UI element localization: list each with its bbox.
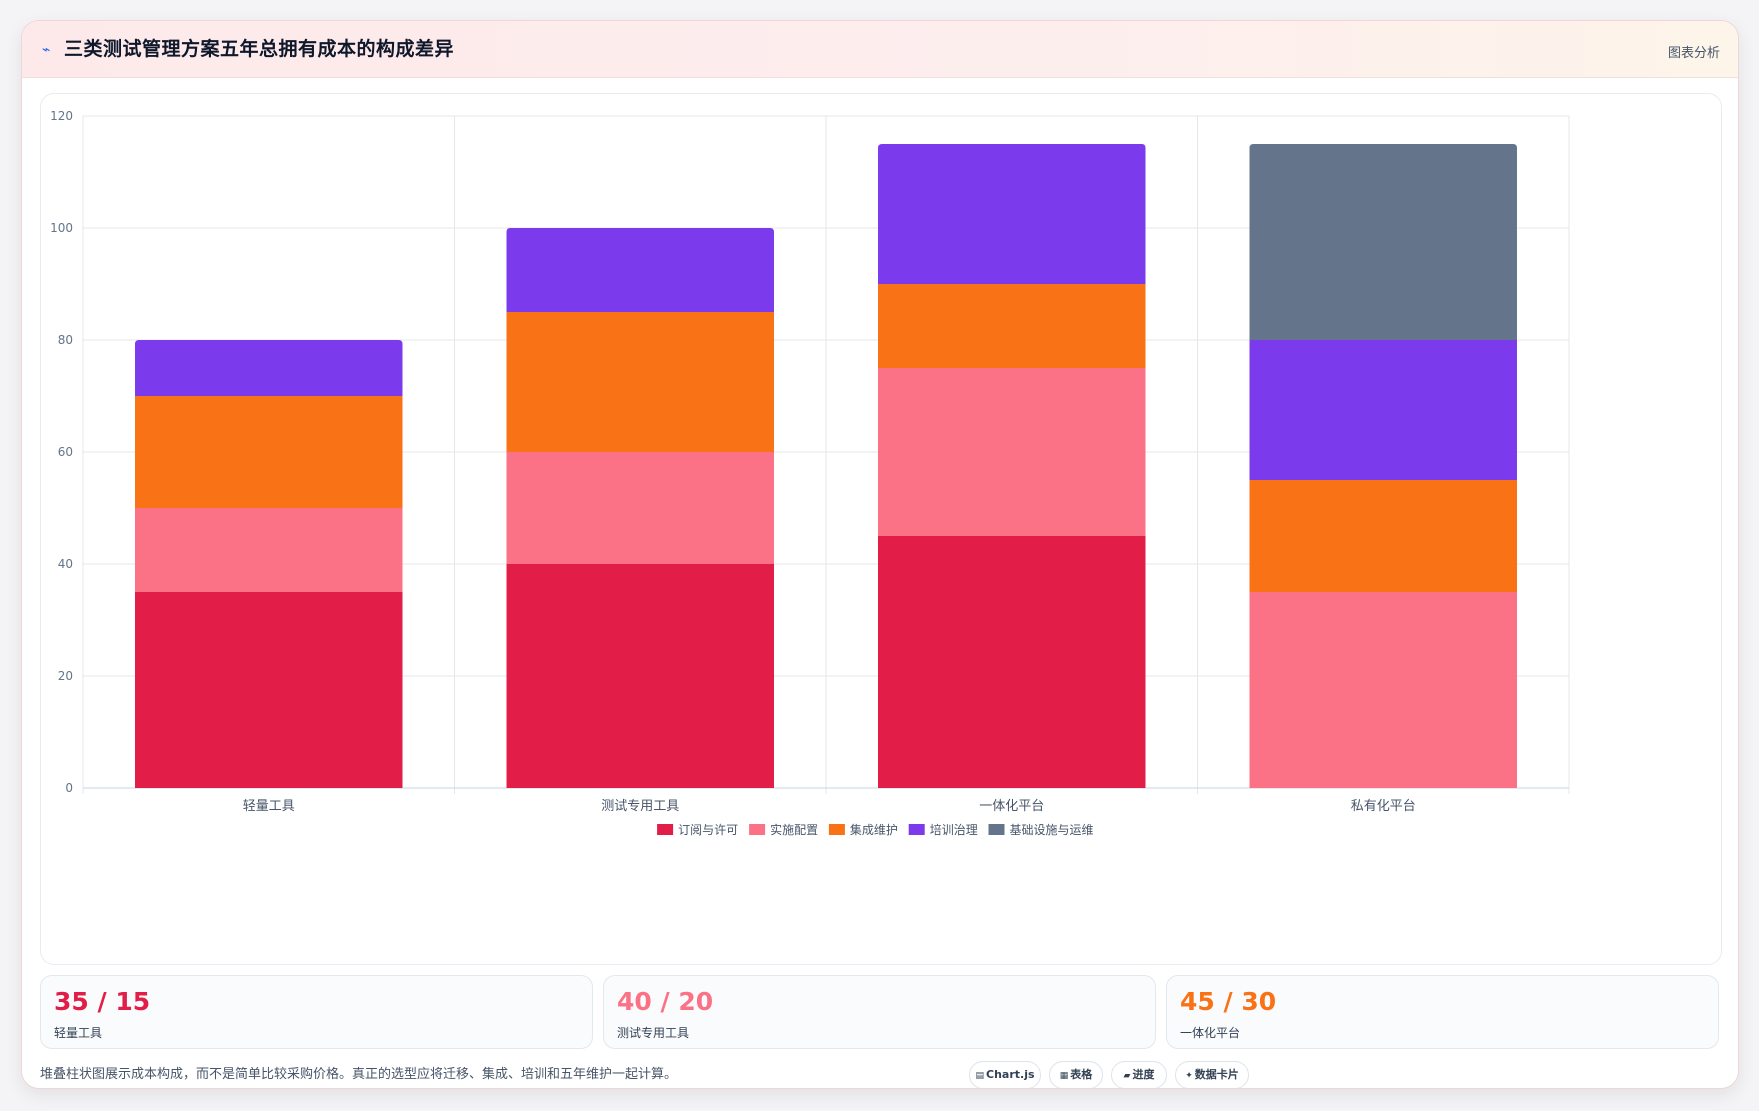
progress-icon: ▰ <box>1123 1071 1131 1081</box>
chip-label: Chart.js <box>986 1068 1035 1081</box>
stat-card-test-tool: 40 / 20 测试专用工具 <box>603 975 1156 1049</box>
footer-note: 堆叠柱状图展示成本构成，而不是简单比较采购价格。真正的选型应将迁移、集成、培训和… <box>40 1067 678 1082</box>
stat-label: 一体化平台 <box>1180 1026 1241 1040</box>
bar-segment <box>878 144 1146 284</box>
bar-segment <box>878 536 1146 788</box>
bar-segment <box>506 228 774 312</box>
sparkle-icon: ✦ <box>1185 1071 1193 1081</box>
legend-label: 培训治理 <box>930 822 978 837</box>
stat-label: 测试专用工具 <box>617 1026 690 1040</box>
chip-data-card[interactable]: ✦ 数据卡片 <box>1175 1061 1249 1088</box>
stat-value: 35 / 15 <box>54 987 151 1016</box>
y-tick-label: 0 <box>65 781 73 795</box>
bar-segment <box>135 396 403 508</box>
chip-chartjs[interactable]: ▤ Chart.js <box>969 1061 1041 1088</box>
x-tick-label: 一体化平台 <box>979 799 1044 814</box>
chip-label: 表格 <box>1070 1068 1093 1081</box>
legend-swatch <box>657 824 674 835</box>
bar-segment <box>1249 480 1517 592</box>
stat-label: 轻量工具 <box>54 1026 103 1040</box>
chip-label: 数据卡片 <box>1194 1068 1239 1081</box>
legend-swatch <box>749 824 766 835</box>
chart-icon: ▤ <box>975 1071 984 1081</box>
bar-segment <box>135 508 403 592</box>
legend-swatch <box>908 824 925 835</box>
chart-sparkline-icon: ⌁ <box>42 42 51 58</box>
stat-value: 40 / 20 <box>617 987 714 1016</box>
legend-label: 实施配置 <box>770 822 818 837</box>
legend-label: 基础设施与运维 <box>1010 823 1094 837</box>
bar-segment <box>878 368 1146 536</box>
card-header: ⌁ 三类测试管理方案五年总拥有成本的构成差异 图表分析 <box>22 21 1738 78</box>
chart-panel: 0 20 40 60 80 100 120 轻量工具 测试专用工具 一体化平台 私有化平台订阅与许可… <box>40 93 1722 965</box>
y-tick-label: 100 <box>50 221 73 235</box>
bar-segment <box>135 592 403 788</box>
stat-card-light-tool: 35 / 15 轻量工具 <box>40 975 593 1049</box>
x-tick-label: 轻量工具 <box>243 799 295 814</box>
bar-segment <box>506 564 774 788</box>
y-tick-label: 60 <box>58 445 73 459</box>
bar-segment <box>1249 144 1517 340</box>
legend-swatch <box>988 824 1005 835</box>
table-icon: ▦ <box>1059 1071 1069 1081</box>
stat-card-integrated-platform: 45 / 30 一体化平台 <box>1166 975 1719 1049</box>
y-tick-label: 80 <box>58 333 73 347</box>
chip-progress[interactable]: ▰ 进度 <box>1111 1061 1167 1088</box>
page-title: 三类测试管理方案五年总拥有成本的构成差异 <box>64 38 455 60</box>
y-tick-label: 40 <box>58 557 73 571</box>
stacked-bar-chart: 0 20 40 60 80 100 120 轻量工具 测试专用工具 一体化平台 私有化平台订阅与许可… <box>50 109 1570 837</box>
bar-segment <box>135 340 403 396</box>
chart-analysis-button[interactable]: 图表分析 <box>1667 46 1720 61</box>
legend-label: 订阅与许可 <box>678 823 738 837</box>
x-tick-label: 测试专用工具 <box>601 799 679 814</box>
chart-card: ⌁ 三类测试管理方案五年总拥有成本的构成差异 图表分析 0 20 40 60 80 100… <box>21 20 1739 1089</box>
legend-swatch <box>828 824 845 835</box>
bar-segment <box>506 312 774 452</box>
bar-segment <box>1249 592 1517 788</box>
x-tick-label: 私有化平台 <box>1351 799 1416 814</box>
y-tick-label: 20 <box>58 669 73 683</box>
chip-table[interactable]: ▦ 表格 <box>1049 1061 1103 1088</box>
bar-segment <box>506 452 774 564</box>
y-tick-label: 120 <box>50 109 73 123</box>
legend-label: 集成维护 <box>850 822 898 837</box>
bar-segment <box>878 284 1146 368</box>
bar-segment <box>1249 340 1517 480</box>
stat-cards: 35 / 15 轻量工具 40 / 20 测试专用工具 45 / 30 一体化平… <box>40 975 1720 1049</box>
chip-label: 进度 <box>1132 1068 1155 1081</box>
stat-value: 45 / 30 <box>1180 987 1277 1016</box>
